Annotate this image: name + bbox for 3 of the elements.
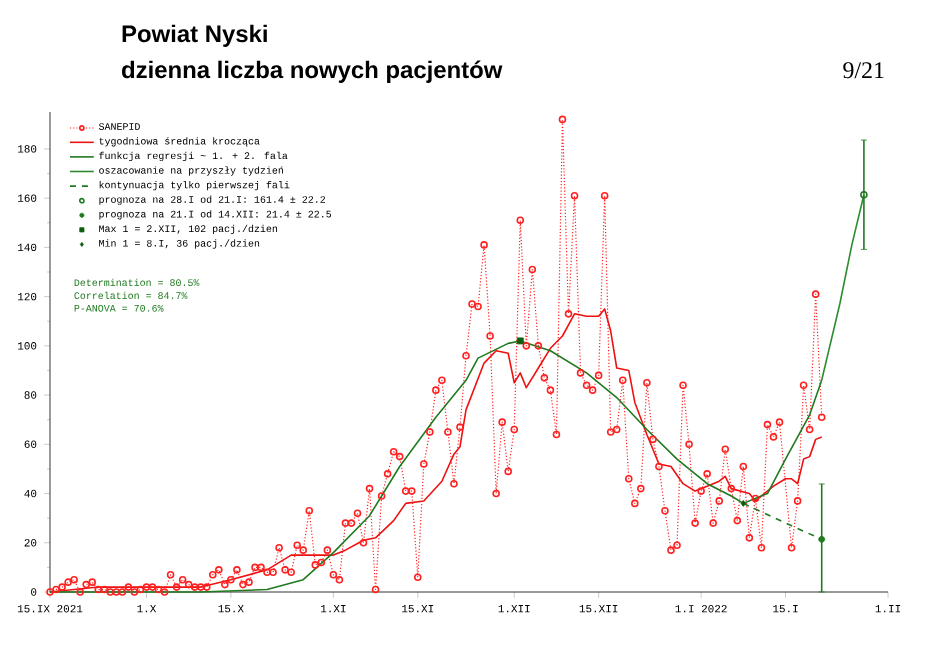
chart-subtitle: dzienna liczba nowych pacjentów bbox=[122, 60, 503, 83]
text: 9/21 bbox=[843, 62, 884, 79]
chart-title: Powiat Nyski bbox=[122, 24, 267, 47]
